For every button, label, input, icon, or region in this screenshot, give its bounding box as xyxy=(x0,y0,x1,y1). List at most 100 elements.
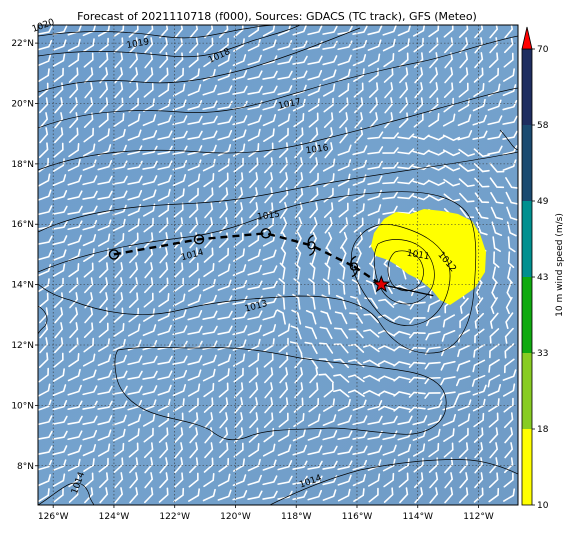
wind-barb xyxy=(262,70,278,80)
wind-barb xyxy=(489,442,499,459)
wind-barb xyxy=(367,53,381,67)
wind-barb xyxy=(187,355,203,366)
wind-barb xyxy=(68,262,80,278)
wind-barb xyxy=(383,67,394,83)
wind-barb xyxy=(399,82,409,99)
wind-barb xyxy=(337,398,351,412)
wind-barb xyxy=(264,172,274,189)
wind-barb xyxy=(428,97,439,113)
wind-barb xyxy=(99,97,109,114)
wind-barb xyxy=(172,325,188,336)
wind-barb xyxy=(293,278,300,295)
wind-barb xyxy=(457,344,471,358)
wind-barb xyxy=(99,67,109,84)
wind-barb xyxy=(97,219,112,231)
wind-barb xyxy=(68,67,79,83)
wind-barb xyxy=(38,173,51,187)
wind-barb xyxy=(143,427,154,443)
wind-barb xyxy=(174,442,184,459)
wind-barb xyxy=(172,159,188,171)
wind-barb xyxy=(459,192,475,203)
wind-barb xyxy=(506,221,517,237)
wind-barb xyxy=(393,406,411,412)
wind-barb xyxy=(174,427,184,444)
wind-barb xyxy=(158,293,170,308)
wind-barb xyxy=(292,428,306,442)
wind-barb xyxy=(277,40,293,51)
wind-barb xyxy=(456,360,471,372)
isobar-label: 1015 xyxy=(257,210,281,223)
wind-barb xyxy=(218,172,229,188)
colorbar-label: 10 m wind speed (m/s) xyxy=(555,213,565,317)
wind-barb xyxy=(53,67,64,83)
wind-barb xyxy=(217,310,233,320)
track-point-open-circle xyxy=(260,228,272,239)
wind-barb xyxy=(474,192,490,204)
wind-barb xyxy=(97,25,111,37)
wind-barb xyxy=(382,176,399,185)
lon-tick-label: 118°W xyxy=(281,512,312,522)
wind-barb xyxy=(476,281,483,300)
wind-barb xyxy=(204,217,214,234)
wind-barb xyxy=(362,374,381,382)
wind-barb xyxy=(383,52,395,68)
wind-barb xyxy=(142,160,158,170)
wind-barb xyxy=(307,84,322,97)
wind-barb xyxy=(262,443,276,457)
wind-barb xyxy=(294,202,303,219)
wind-barb xyxy=(348,328,364,339)
wind-barb xyxy=(262,295,278,305)
wind-barb xyxy=(98,52,109,69)
wind-barb xyxy=(334,311,348,325)
wind-barb xyxy=(367,430,383,440)
wind-barb xyxy=(82,353,96,367)
wind-barb xyxy=(113,457,124,473)
wind-barb xyxy=(476,221,488,236)
wind-barb xyxy=(383,487,394,503)
wind-barb xyxy=(174,247,184,264)
wind-barb xyxy=(38,54,52,67)
wind-barb xyxy=(279,397,289,414)
wind-barb xyxy=(129,37,139,54)
wind-barb xyxy=(307,55,323,65)
wind-barb xyxy=(504,37,514,54)
wind-barb xyxy=(277,99,292,111)
wind-barb xyxy=(97,233,111,247)
wind-barb xyxy=(459,297,469,314)
wind-barb xyxy=(308,382,319,398)
wind-barb xyxy=(276,309,286,325)
colorbar-segment xyxy=(522,201,532,277)
wind-barb xyxy=(353,488,365,503)
wind-barb xyxy=(322,69,337,81)
wind-barb xyxy=(144,487,154,504)
wind-barb xyxy=(187,383,201,397)
wind-barb xyxy=(69,292,79,309)
wind-barb xyxy=(383,472,395,488)
wind-barb xyxy=(444,67,454,84)
wind-barb xyxy=(489,162,505,173)
wind-barb xyxy=(503,488,516,502)
wind-barb xyxy=(413,37,424,53)
wind-barb xyxy=(68,353,80,368)
wind-barb xyxy=(68,143,80,158)
wind-barb xyxy=(38,399,52,411)
wind-barb xyxy=(112,400,128,411)
wind-barb xyxy=(322,158,336,172)
wind-barb xyxy=(233,248,245,262)
wind-barb xyxy=(503,472,514,488)
wind-barb xyxy=(473,412,485,428)
wind-barb xyxy=(97,415,113,426)
colorbar-extend-triangle xyxy=(521,26,533,50)
wind-barb xyxy=(408,361,426,369)
wind-barb xyxy=(458,427,469,443)
wind-barb xyxy=(219,202,229,219)
wind-barb xyxy=(262,475,278,486)
wind-barb xyxy=(159,262,169,279)
wind-barb xyxy=(142,413,156,427)
wind-barb xyxy=(202,354,217,366)
wind-barb xyxy=(324,142,334,159)
wind-barb xyxy=(52,235,68,246)
wind-barb xyxy=(354,112,364,129)
wind-barb xyxy=(294,187,304,204)
wind-barb xyxy=(144,67,154,84)
